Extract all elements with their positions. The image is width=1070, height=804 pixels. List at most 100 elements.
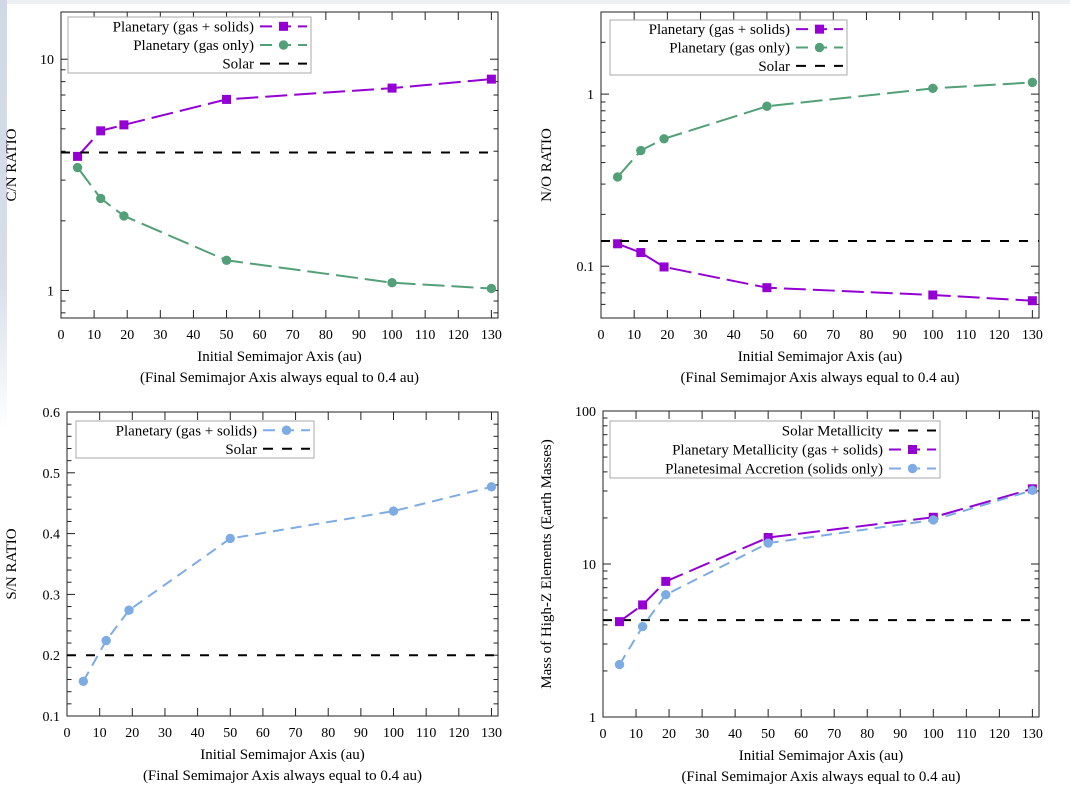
x-tick-label: 90	[893, 727, 907, 742]
x-tick-label: 10	[93, 726, 107, 741]
ylabel: C/N RATIO	[4, 128, 20, 201]
legend-label: Solar	[222, 57, 254, 73]
legend-box	[609, 420, 941, 479]
marker-square	[486, 74, 496, 84]
marker-square	[96, 126, 106, 136]
x-tick-label: 110	[415, 328, 435, 343]
y-axis-ticks: 1 10 100	[575, 405, 1039, 726]
x-tick-label: 110	[956, 328, 976, 343]
marker-square	[661, 576, 671, 586]
x-tick-label: 90	[893, 328, 907, 343]
x-tick-label: 80	[860, 727, 874, 742]
x-tick-label: 130	[481, 726, 502, 741]
xlabel-line2: (Final Semimajor Axis always equal to 0.…	[140, 370, 419, 386]
marker-circle	[221, 255, 232, 266]
series-line	[617, 242, 1033, 302]
xlabel-line1: Initial Semimajor Axis (au)	[197, 349, 362, 365]
marker-square	[1027, 296, 1037, 306]
x-tick-label: 0	[600, 727, 607, 742]
x-tick-label: 110	[956, 727, 976, 742]
legend: Planetary (gas + solids) Planetary (gas o…	[609, 19, 848, 76]
window-edge-left	[0, 0, 7, 430]
legend-label: Planetary (gas + solids)	[649, 22, 790, 38]
x-tick-label: 60	[794, 727, 808, 742]
x-tick-label: 70	[286, 328, 300, 343]
x-tick-label: 50	[220, 328, 234, 343]
x-tick-label: 10	[629, 727, 643, 742]
series-line	[82, 485, 492, 682]
series-planetary-gas-only	[72, 162, 497, 294]
y-tick-label: 10	[40, 53, 54, 68]
marker-circle	[119, 211, 129, 221]
x-tick-label: 70	[826, 328, 840, 343]
marker-circle	[78, 676, 89, 687]
x-tick-label: 100	[922, 328, 943, 343]
xlabel-line1: Initial Semimajor Axis (au)	[738, 349, 903, 365]
legend-label: Planetary (gas only)	[669, 41, 790, 57]
marker-circle	[486, 482, 497, 492]
x-tick-label: 30	[695, 727, 709, 742]
marker-circle	[636, 145, 646, 156]
x-tick-label: 40	[186, 328, 200, 343]
legend-label: Planetary Metallicity (gas + solids)	[672, 443, 883, 459]
x-tick-label: 10	[87, 328, 101, 343]
series-line	[76, 166, 492, 290]
marker-circle	[101, 635, 111, 646]
plot-border	[66, 411, 499, 717]
panel-cn-ratio: 0 10 20 30 40 50 60 70 80 90 100 110 120 130 1 10 Planet…	[0, 0, 535, 400]
y-axis-ticks: 0.11	[577, 41, 1039, 305]
panel-high-z-mass: 0 10 20 30 40 50 60 70 80 90 100 110 120 130 1 10 100 Sol…	[535, 399, 1070, 799]
y-tick-label: 0.1	[43, 710, 61, 725]
x-axis-ticks: 0 10 20 30 40 50 60 70 80 90 100 110 120 130	[64, 412, 502, 741]
marker-square	[762, 283, 772, 293]
x-axis-ticks: 0 10 20 30 40 50 60 70 80 90 100 110 120 130	[600, 411, 1043, 742]
marker-circle	[225, 533, 235, 544]
y-axis-ticks: 0.1 0.2 0.3 0.4 0.5 0.6	[43, 406, 498, 725]
xlabel-line2: (Final Semimajor Axis always equal to 0.…	[143, 768, 422, 784]
x-tick-label: 0	[64, 726, 71, 741]
series-line	[616, 81, 1033, 178]
series-planetary-gas-only	[612, 77, 1038, 182]
x-tick-label: 20	[120, 328, 134, 343]
x-tick-label: 80	[321, 726, 335, 741]
marker-circle	[486, 283, 497, 294]
x-tick-label: 40	[727, 328, 741, 343]
marker-circle	[72, 162, 83, 173]
y-axis-ticks: 1 10	[40, 53, 498, 314]
x-tick-label: 20	[125, 726, 139, 741]
x-tick-label: 90	[354, 726, 368, 741]
marker-square	[638, 600, 648, 610]
x-tick-label: 40	[191, 726, 205, 741]
plot-border	[60, 11, 499, 319]
legend-label: Solar	[758, 59, 790, 75]
marker-circle	[612, 172, 623, 182]
x-tick-label: 60	[793, 328, 807, 343]
y-tick-label: 1	[589, 711, 596, 726]
x-tick-label: 50	[223, 726, 237, 741]
xlabel-line1: Initial Semimajor Axis (au)	[200, 747, 365, 763]
y-tick-label: 0.1	[577, 260, 595, 275]
x-tick-label: 120	[448, 726, 469, 741]
series-line	[618, 487, 1033, 623]
x-tick-label: 20	[662, 727, 676, 742]
marker-square	[73, 151, 83, 161]
ylabel: N/O RATIO	[539, 128, 555, 202]
panel-no-ratio: 0 10 20 30 40 50 60 70 80 90 100 110 120 130 0.1 1 Plane…	[535, 0, 1070, 400]
ylabel: Mass of High-Z Elements (Earth Masses)	[539, 439, 555, 689]
marker-circle	[96, 193, 106, 204]
x-tick-label: 120	[989, 328, 1010, 343]
legend-label: Solar Metallicity	[782, 424, 884, 440]
x-tick-label: 100	[383, 726, 404, 741]
x-tick-label: 0	[598, 328, 605, 343]
xlabel-line2: (Final Semimajor Axis always equal to 0.…	[681, 769, 960, 785]
series-planetary-gas-solids	[613, 239, 1037, 306]
marker-square	[613, 239, 623, 249]
y-tick-label: 0.5	[43, 467, 61, 482]
x-tick-label: 50	[760, 328, 774, 343]
legend-box	[75, 420, 315, 459]
y-tick-label: 1	[587, 88, 594, 103]
legend: Solar Metallicity Planetary Metallicity (…	[609, 420, 941, 479]
legend-marker-square	[279, 21, 288, 31]
x-tick-label: 130	[481, 328, 502, 343]
x-tick-label: 110	[416, 726, 436, 741]
